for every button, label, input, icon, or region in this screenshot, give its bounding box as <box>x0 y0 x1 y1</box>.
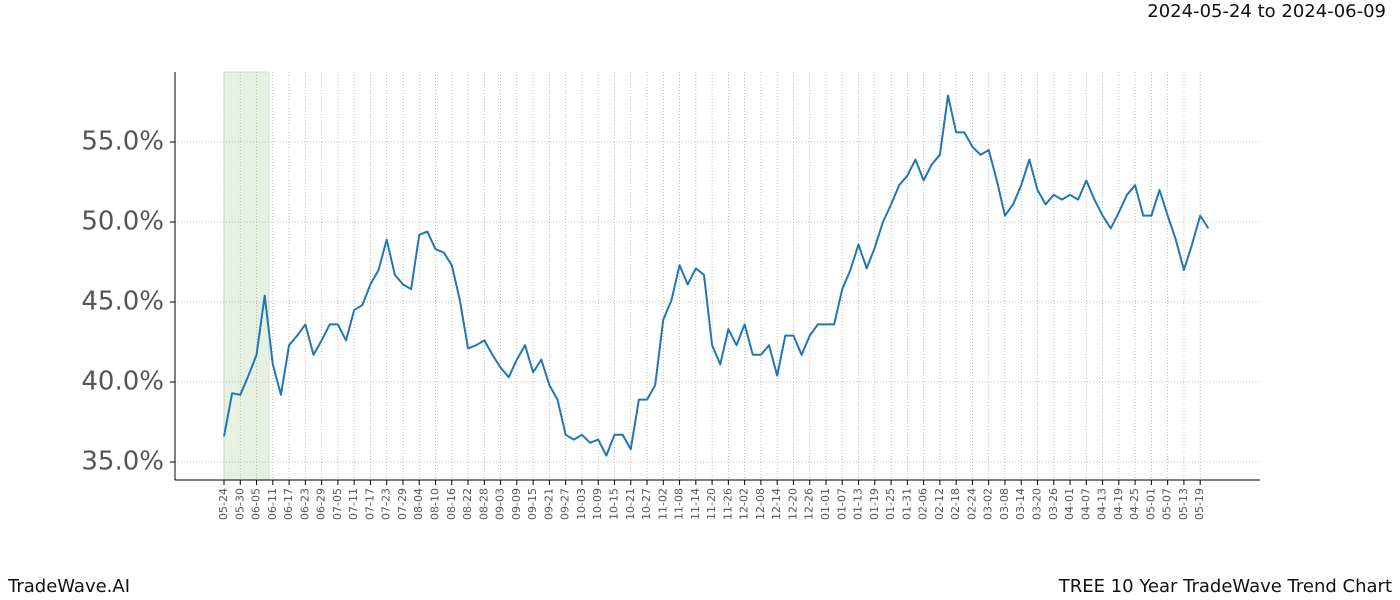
x-tick-label: 03-26 <box>1047 488 1060 520</box>
x-tick-label: 01-13 <box>852 488 865 520</box>
x-tick-label: 05-30 <box>233 488 246 520</box>
x-tick-label: 02-06 <box>917 488 930 520</box>
chart-title: TREE 10 Year TradeWave Trend Chart <box>1058 576 1392 597</box>
x-tick-label: 04-07 <box>1079 488 1092 520</box>
x-tick-label: 12-02 <box>738 488 751 520</box>
x-tick-label: 03-02 <box>982 488 995 520</box>
x-tick-label: 05-24 <box>217 488 230 520</box>
x-tick-label: 05-19 <box>1193 488 1206 520</box>
x-tick-label: 11-02 <box>656 488 669 520</box>
x-tick-label: 01-25 <box>884 488 897 520</box>
x-tick-label: 06-23 <box>298 488 311 520</box>
date-range: 2024-05-24 to 2024-06-09 <box>1147 1 1386 22</box>
y-tick-label: 50.0% <box>81 207 164 237</box>
x-tick-label: 11-08 <box>673 488 686 520</box>
x-tick-label: 06-05 <box>250 488 263 520</box>
x-tick-label: 05-07 <box>1161 488 1174 520</box>
x-tick-label: 08-10 <box>429 488 442 520</box>
x-tick-label: 07-29 <box>396 488 409 520</box>
x-tick-label: 12-26 <box>803 488 816 520</box>
x-tick-label: 02-24 <box>965 488 978 520</box>
x-tick-label: 10-09 <box>591 488 604 520</box>
x-tick-label: 01-07 <box>835 488 848 520</box>
x-tick-label: 07-11 <box>347 488 360 520</box>
x-tick-label: 07-05 <box>331 488 344 520</box>
x-tick-label: 09-15 <box>526 488 539 520</box>
x-tick-label: 08-22 <box>461 488 474 520</box>
x-tick-label: 06-29 <box>315 488 328 520</box>
x-tick-label: 08-04 <box>412 488 425 520</box>
x-tick-label: 10-03 <box>575 488 588 520</box>
x-tick-label: 10-21 <box>624 488 637 520</box>
x-tick-label: 09-27 <box>559 488 572 520</box>
x-tick-label: 04-25 <box>1128 488 1141 520</box>
x-tick-label: 05-13 <box>1177 488 1190 520</box>
highlight-range <box>223 71 270 481</box>
x-tick-label: 01-01 <box>819 488 832 520</box>
x-tick-label: 01-31 <box>900 488 913 520</box>
series-line <box>223 94 1210 457</box>
x-tick-label: 07-23 <box>380 488 393 520</box>
x-tick-label: 03-14 <box>1014 488 1027 520</box>
x-tick-label: 04-01 <box>1063 488 1076 520</box>
x-tick-label: 04-13 <box>1096 488 1109 520</box>
x-tick-label: 09-03 <box>494 488 507 520</box>
y-tick-label: 35.0% <box>81 447 164 477</box>
x-tick-label: 06-17 <box>282 488 295 520</box>
x-tick-label: 04-19 <box>1112 488 1125 520</box>
x-tick-label: 12-08 <box>754 488 767 520</box>
brand: TradeWave.AI <box>7 576 130 597</box>
x-tick-label: 09-21 <box>542 488 555 520</box>
x-tick-label: 12-14 <box>770 488 783 520</box>
x-tick-label: 08-16 <box>445 488 458 520</box>
x-tick-label: 06-11 <box>266 488 279 520</box>
y-tick-label: 40.0% <box>81 367 164 397</box>
y-tick-label: 55.0% <box>81 127 164 157</box>
x-tick-label: 12-20 <box>786 488 799 520</box>
x-tick-label: 03-20 <box>1031 488 1044 520</box>
x-tick-label: 08-28 <box>477 488 490 520</box>
x-tick-label: 02-18 <box>949 488 962 520</box>
x-tick-label: 07-17 <box>363 488 376 520</box>
x-tick-label: 11-26 <box>721 488 734 520</box>
x-tick-label: 11-20 <box>705 488 718 520</box>
x-tick-label: 05-01 <box>1144 488 1157 520</box>
x-tick-label: 10-15 <box>607 488 620 520</box>
y-tick-label: 45.0% <box>81 287 164 317</box>
x-tick-label: 02-12 <box>933 488 946 520</box>
plot <box>223 94 1210 457</box>
x-tick-label: 10-27 <box>640 488 653 520</box>
grid <box>175 72 1260 480</box>
x-tick-label: 01-19 <box>868 488 881 520</box>
x-tick-label: 03-08 <box>998 488 1011 520</box>
x-tick-label: 09-09 <box>510 488 523 520</box>
x-tick-label: 11-14 <box>689 488 702 520</box>
